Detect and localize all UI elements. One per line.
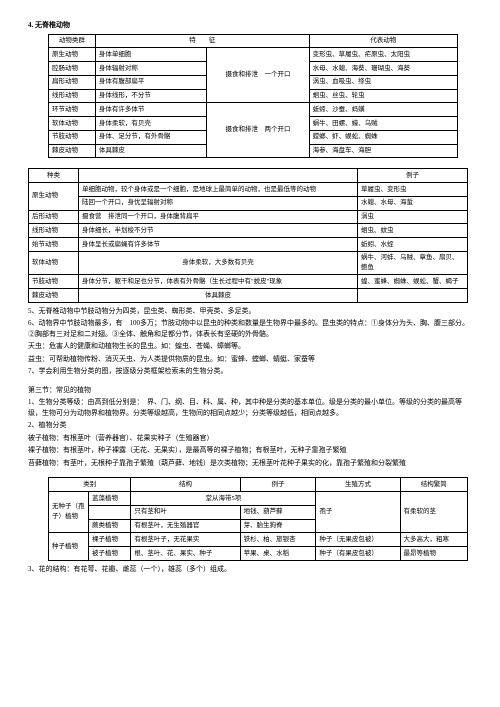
t3-r4c5: 最昂等植物 — [400, 547, 467, 561]
t3-r3c0: 种子植物 — [49, 533, 89, 561]
t3-r3c3: 铁杉、柏、旅银杏 — [240, 533, 316, 547]
table-invertebrates: 动物类群 特 征 代表动物 原生动物 身体单细胞 摄食和排泄 一个开口 变形虫、… — [48, 34, 458, 159]
t2-r3c0: 线形动物 — [29, 224, 79, 238]
t1-r7c1: 体具棘皮 — [95, 144, 206, 158]
t1-r3c1: 身体线形，不分节 — [95, 89, 206, 103]
t2-r6c1: 身体分节，躯干和足也分节，体表有外骨骼（生长过程中有"蜕皮"现象 — [79, 275, 358, 289]
t3-r4c2: 根、茎叶、花、果实、种子 — [131, 547, 240, 561]
t3-r3c2: 有根茎叶子，无花果实 — [131, 533, 240, 547]
t1-r4c3: 蚯蚓、沙蚕、蚂蟥 — [309, 103, 457, 117]
t2-r6c0: 节肢动物 — [29, 275, 79, 289]
t2-r4c0: 始节动物 — [29, 238, 79, 252]
t3-r2c5: 有柔软的茎 — [400, 492, 467, 533]
t3-r4c1: 被子植物 — [89, 547, 131, 561]
t1-r0c0: 原生动物 — [49, 48, 96, 62]
t1-r2c3: 涡虫、血吸虫、绦虫 — [309, 75, 457, 89]
t2-r6c2: 蝗、蜜蜂、蜘蛛、蜈蚣、蟹、蝎子 — [358, 275, 468, 289]
t1-r5c0: 软体动物 — [49, 117, 96, 131]
t1-r2c1: 身体有腹部扁平 — [95, 75, 206, 89]
t2-h1 — [79, 169, 358, 183]
t1-h2: 特 征 — [95, 34, 309, 48]
t1-r7c0: 棘皮动物 — [49, 144, 96, 158]
t3-r2c2: 有根茎叶，无生殖器官 — [131, 519, 240, 533]
t2-h2: 例子 — [358, 169, 468, 183]
t3-h0: 类别 — [49, 478, 131, 492]
heading-4: 4. 无脊椎动物 — [28, 20, 472, 31]
t3-r2c3: 芽、胎生狗脊 — [240, 519, 316, 533]
t3-r2c4: 孢子 — [316, 492, 400, 533]
t3-h2: 结构 — [131, 478, 240, 492]
t1-r1c0: 腔肠动物 — [49, 62, 96, 76]
t2-r7c0: 棘皮动物 — [29, 289, 79, 303]
t2-r0c0: 原生动物 — [29, 183, 79, 211]
t2-r2c1: 摄食营 排泄同一个开口，身体腹背扁平 — [79, 210, 358, 224]
t1-r2c0: 扁形动物 — [49, 75, 96, 89]
t3-r4c4: 种子（有果皮包被） — [316, 547, 400, 561]
t2-r2c0: 后形动物 — [29, 210, 79, 224]
t1-r4c1: 身体有许多体节 — [95, 103, 206, 117]
t3-r3c4: 种子（无果皮包被） — [316, 533, 400, 547]
t3-r0c2: 堂从海带5项 — [131, 492, 316, 506]
para-6: 6、动物界中节肢动物最多，有 100多万；节肢动物中以昆虫的种类和数量是生物界中… — [28, 318, 472, 339]
t1-r6c3: 螳螂、虾、蜈蚣、蜘蛛 — [309, 130, 457, 144]
t2-r3c1: 身体细长，半划梭不分节 — [79, 224, 358, 238]
t2-r7c1: 体具棘皮 — [79, 289, 358, 303]
t2-r4c1: 身体呈长或扁蝇有许多体节 — [79, 238, 358, 252]
t2-r7c2 — [358, 289, 468, 303]
t3-r1c3: 地钱、葫芦藓 — [240, 505, 316, 519]
t2-r1c1: 陆回一个开口，身优呈辐射对称 — [79, 196, 358, 210]
t1-h1: 动物类群 — [49, 34, 96, 48]
para-7: 7、学会利用生物分类的图，按逐级分类框架检索未的生物分类。 — [28, 366, 472, 377]
t1-r5c3: 蜗牛、田螺、蠔、乌贼 — [309, 117, 457, 131]
para-5: 5、无脊椎动物中节肢动物分为四类，昆虫类、蜘形类、甲壳类、多足类。 — [28, 306, 472, 317]
t1-r3c0: 线形动物 — [49, 89, 96, 103]
para-6b: 天虫：危害人的健康和动植物生长的昆虫。如：蝗虫、苍蝇、蟑螂等。 — [28, 341, 472, 352]
t1-group1: 摄食和排泄 一个开口 — [207, 48, 309, 103]
table-plants: 类别 结构 例子 生殖方式 结构繁简 无种子（孢子）植物 蓝藻植物 堂从海带5项… — [48, 477, 468, 561]
t3-r0c1: 蓝藻植物 — [89, 492, 131, 506]
t1-r4c0: 环节动物 — [49, 103, 96, 117]
t3-r1c2: 只有茎和叶 — [131, 505, 240, 519]
t3-r0c0: 无种子（孢子）植物 — [49, 492, 89, 533]
t1-r3c3: 蛔虫、丝虫、轮虫 — [309, 89, 457, 103]
t1-r5c1: 身体柔软，有贝壳 — [95, 117, 206, 131]
para-s3-3: 3、花的结构：有花萼、花瓣、雌蕊（一个），雄蕊（多个）组成。 — [28, 564, 472, 575]
t1-r0c1: 身体单细胞 — [95, 48, 206, 62]
t2-h0: 种类 — [29, 169, 79, 183]
t3-h3: 例子 — [240, 478, 316, 492]
t1-h3: 代表动物 — [309, 34, 457, 48]
t2-r0c1: 单细胞动物，较个身体或是一个细胞，是地球上最简单的动物，也是最低等的动物 — [79, 183, 358, 197]
t1-r0c3: 变形虫、草履虫、疟原虫、太阳虫 — [309, 48, 457, 62]
para-s3-2b: 裸子植物：有根茎叶，种子裸露（无花、无果实），是最高等的裸子植物；有根茎叶，无种… — [28, 445, 472, 456]
t1-group2: 摄食和排泄 两个开口 — [207, 103, 309, 158]
t2-r0c2: 草履虫、变形虫 — [358, 183, 468, 197]
t2-r1c2: 水螅、水母、海蜇 — [358, 196, 468, 210]
table-species: 种类 例子 原生动物 单细胞动物，较个身体或是一个细胞，是地球上最简单的动物，也… — [28, 168, 468, 303]
t3-r1c1 — [89, 505, 131, 519]
t2-r3c2: 蛔虫、蚊虫 — [358, 224, 468, 238]
t2-r2c2: 涡虫 — [358, 210, 468, 224]
t1-r6c0: 节肢动物 — [49, 130, 96, 144]
t2-r5c0: 软体动物 — [29, 251, 79, 275]
t3-r3c5: 大多高大，粗寒 — [400, 533, 467, 547]
t1-r1c3: 水母、水螅、海葵、珊瑚虫、海葵 — [309, 62, 457, 76]
t1-r7c3: 海参、海盘车、海胆 — [309, 144, 457, 158]
para-s3-1: 1、生物分类等级：由高到低分别是： 界、门、纲、目、科、属、种，其中种是分类的基… — [28, 397, 472, 418]
t2-r4c2: 蚯蚓、水蛭 — [358, 238, 468, 252]
para-6c: 益虫：可帮助植物传粉、消灭天虫、为人类提供物质的昆虫。如：蜜蜂、螳螂、蜻蜓、家蚕… — [28, 354, 472, 365]
para-s3-2a: 被子植物：有根茎叶（营养器官）、花果实种子（生殖器官） — [28, 433, 472, 444]
t3-r3c1: 裸子植物 — [89, 533, 131, 547]
t2-r5c1: 身体柔软，大多数有贝壳 — [79, 251, 358, 275]
para-s3-2: 2、植物分类 — [28, 420, 472, 431]
t3-h5: 结构繁简 — [400, 478, 467, 492]
t3-h4: 生殖方式 — [316, 478, 400, 492]
t3-r4c3: 苹果、桌、水稻 — [240, 547, 316, 561]
t1-r1c1: 身体辐射对称 — [95, 62, 206, 76]
t1-r6c1: 身体、足分节，有外骨骼 — [95, 130, 206, 144]
section-3-title: 第三节：常见的植物 — [28, 385, 472, 396]
t3-r2c1: 蕨类植物 — [89, 519, 131, 533]
t2-r5c2: 蜗牛、河蚌、乌贼、章鱼、扇贝、鲍鱼 — [358, 251, 468, 275]
para-s3-2c: 苔藓植物：有茎叶，无根种子靠孢子繁殖（葫芦藓、地钱）是次类植物；无根茎叶花种子果… — [28, 458, 472, 469]
